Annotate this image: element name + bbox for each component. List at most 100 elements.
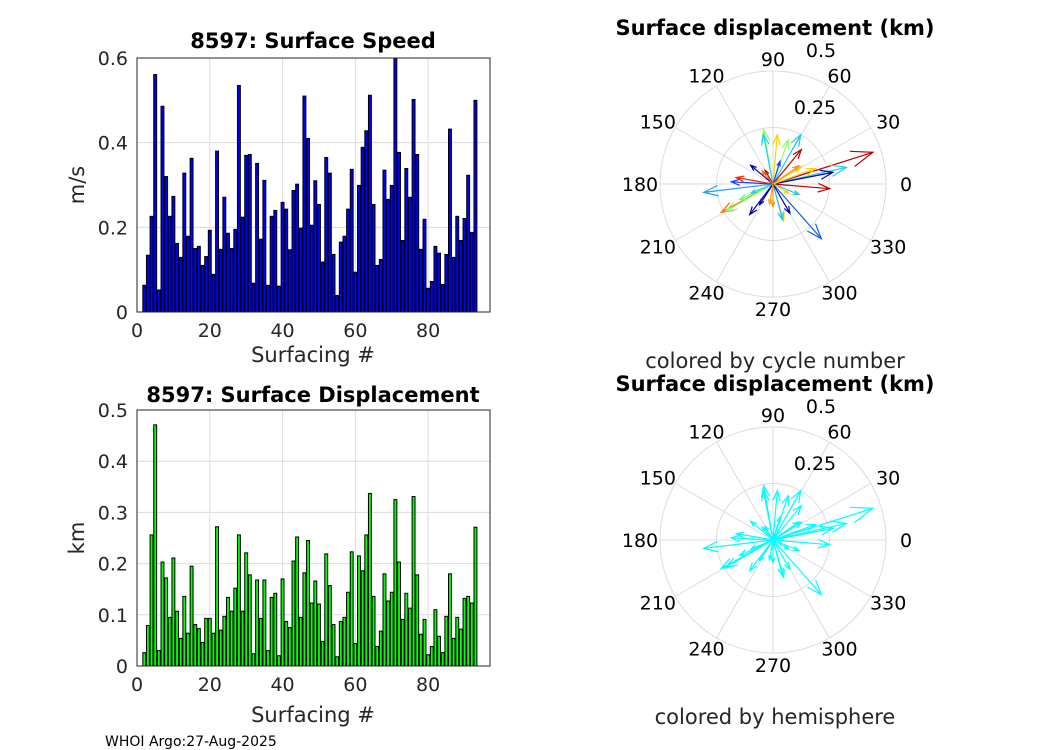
bar [240, 610, 245, 667]
displacement-arrow [770, 184, 776, 209]
bar [236, 85, 241, 313]
bar [204, 256, 209, 313]
bar [378, 630, 383, 667]
bar [313, 180, 318, 313]
x-tick-label: 80 [416, 674, 440, 696]
bar [317, 203, 321, 313]
bar [207, 229, 212, 313]
bar [306, 137, 310, 313]
bar [167, 215, 172, 313]
radius-tick-label: 0.5 [806, 396, 836, 418]
bar [382, 573, 387, 667]
bar [204, 617, 209, 667]
arrow-head [748, 562, 758, 572]
arrow-head [817, 538, 832, 549]
bar [382, 169, 387, 313]
bar [349, 551, 354, 667]
bar [335, 656, 340, 667]
displacement-arrow [760, 525, 774, 541]
displacement-arrow [772, 159, 781, 185]
displacement-arrow [772, 489, 802, 541]
bar [429, 646, 434, 667]
bar [415, 154, 420, 313]
displacement-arrow [772, 538, 832, 549]
arrow-head [770, 557, 776, 565]
angle-tick-label: 300 [821, 638, 857, 660]
arrow-head [734, 175, 745, 183]
displacement-arrow [701, 183, 774, 197]
arrow-head [805, 523, 818, 532]
bar [404, 592, 409, 667]
displacement-arrow [701, 539, 774, 553]
bar [320, 640, 325, 667]
displacement-arrow [772, 183, 791, 215]
bar [247, 154, 252, 313]
x-tick-label: 0 [131, 674, 143, 696]
arrow-head [772, 132, 781, 146]
bar [360, 146, 365, 313]
arrow-shaft [703, 539, 774, 549]
bar [331, 253, 336, 313]
bar [142, 652, 147, 667]
bar [422, 618, 427, 667]
bar [338, 241, 343, 313]
bar [327, 172, 332, 313]
bar [215, 150, 220, 313]
y-tick-label: 0.6 [98, 48, 128, 70]
arrow-shaft [772, 183, 791, 214]
angle-tick-label: 0 [900, 530, 912, 552]
arrow-shaft [759, 539, 774, 561]
bar [262, 579, 267, 667]
bar [349, 168, 354, 313]
angle-tick-label: 0 [900, 174, 912, 196]
angle-tick-label: 240 [688, 282, 724, 304]
arrow-head [701, 184, 719, 197]
displacement-arrow [749, 539, 774, 550]
bar [317, 603, 321, 667]
displacement-arrow [729, 178, 774, 186]
bar [255, 162, 260, 313]
arrow-head [738, 193, 748, 201]
arrow-head [806, 579, 823, 596]
displacement-arrow [749, 164, 774, 185]
displacement-bar-chart: 8597: Surface Displacement Surfacing # k… [65, 383, 491, 727]
displacement-arrow [768, 183, 774, 206]
bar [429, 281, 434, 313]
bar [266, 650, 270, 667]
bar [236, 534, 241, 667]
bar [185, 632, 190, 667]
bar [291, 190, 296, 313]
bar [171, 195, 176, 313]
bar [269, 215, 274, 313]
arrow-head [777, 211, 784, 222]
displacement-arrow [772, 169, 835, 185]
arrow-head [849, 506, 875, 523]
arrow-shaft [772, 161, 781, 185]
arrow-head [760, 127, 771, 142]
x-tick-label: 60 [343, 674, 367, 696]
arrow-head [738, 549, 748, 557]
bar [360, 570, 365, 667]
arrow-shaft [772, 165, 800, 185]
bar [404, 167, 409, 313]
arrow-shaft [772, 134, 778, 185]
arrow-head [749, 520, 757, 528]
arrow-shaft [772, 507, 874, 541]
polar-hemisphere-caption: colored by hemisphere [655, 705, 896, 729]
bar [211, 273, 216, 313]
bar [353, 642, 358, 667]
displacement-arrow [772, 515, 781, 541]
bar [444, 253, 449, 313]
bar [309, 602, 314, 667]
arrow-shaft [725, 183, 774, 212]
bar [455, 215, 460, 313]
arrow-shaft [731, 537, 774, 541]
displacement-arrow [758, 539, 774, 563]
bar [324, 156, 329, 313]
bar [455, 616, 460, 667]
arrow-shaft [772, 171, 834, 185]
radius-tick-label: 0.5 [806, 40, 836, 62]
angle-tick-label: 60 [827, 66, 851, 88]
bar [251, 282, 256, 313]
